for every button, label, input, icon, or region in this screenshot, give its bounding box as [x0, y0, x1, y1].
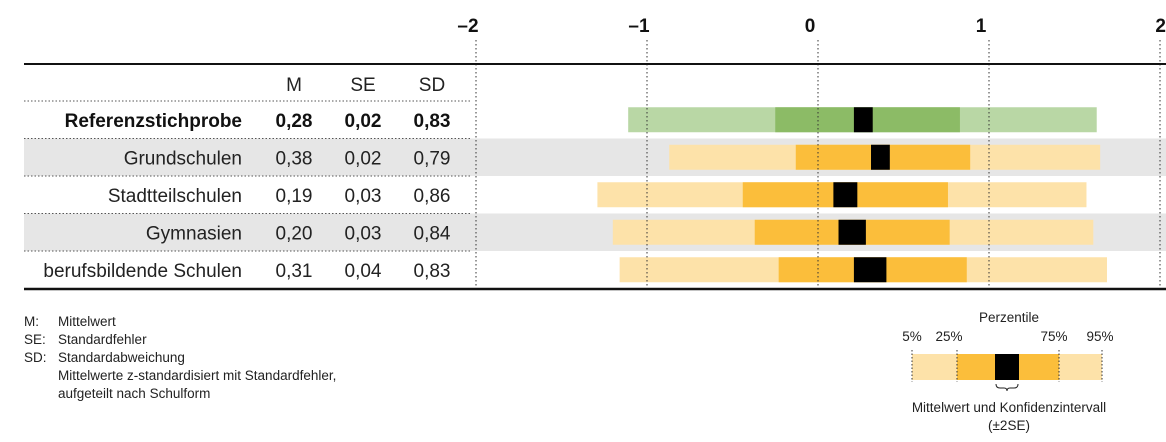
legend-desc: Standardfehler [58, 332, 147, 347]
mean-confidence-interval [853, 257, 887, 283]
key-label-75: 75% [1040, 329, 1067, 344]
cell-mean: 0,38 [276, 148, 313, 169]
cell-sd: 0,83 [414, 111, 451, 132]
key-label-25: 25% [935, 329, 962, 344]
legend-desc: Standardabweichung [58, 350, 185, 365]
x-tick-label: –2 [457, 16, 478, 37]
key-caption-line-1: Mittelwert und Konfidenzintervall [912, 400, 1106, 415]
legend-row-sd: SD: Standardabweichung [24, 349, 336, 367]
x-tick-label: 0 [805, 16, 816, 37]
note-line-2: aufgeteilt nach Schulform [58, 386, 211, 401]
key-title: Perzentile [979, 310, 1039, 325]
x-tick-label: –1 [628, 16, 650, 37]
key-caption-line-2: (±2SE) [988, 418, 1030, 433]
cell-se: 0,04 [345, 261, 382, 282]
row-label: Stadtteilschulen [108, 186, 242, 207]
note-line-1: Mittelwerte z-standardisiert mit Standar… [58, 368, 337, 383]
row-label: berufsbildende Schulen [43, 261, 242, 282]
legend-row-se: SE: Standardfehler [24, 331, 336, 349]
row-label: Grundschulen [124, 148, 242, 169]
cell-sd: 0,83 [414, 261, 451, 282]
cell-sd: 0,86 [414, 186, 451, 207]
legend-desc: Mittelwert [58, 314, 116, 329]
key-confidence-interval [995, 354, 1019, 380]
key-label-5: 5% [902, 329, 922, 344]
mean-confidence-interval [871, 144, 890, 170]
key-brace [995, 383, 1019, 392]
key-label-95: 95% [1086, 329, 1113, 344]
cell-sd: 0,84 [414, 223, 451, 244]
mean-confidence-interval [853, 107, 873, 133]
cell-mean: 0,20 [276, 223, 313, 244]
cell-sd: 0,79 [414, 148, 451, 169]
row-label: Gymnasien [146, 223, 242, 244]
cell-se: 0,02 [345, 111, 382, 132]
row-label: Referenzstichprobe [65, 111, 242, 132]
x-tick-label: 2 [1155, 16, 1166, 37]
legend-abbr: M: [24, 314, 39, 329]
cell-mean: 0,19 [276, 186, 313, 207]
cell-mean: 0,28 [276, 111, 313, 132]
x-tick-label: 1 [976, 16, 987, 37]
legend-abbr: SD: [24, 350, 47, 365]
cell-se: 0,02 [345, 148, 382, 169]
abbreviation-legend: M: Mittelwert SE: Standardfehler SD: Sta… [24, 313, 336, 403]
column-header-sd: SD [419, 75, 445, 96]
cell-se: 0,03 [345, 223, 382, 244]
legend-abbr: SE: [24, 332, 46, 347]
mean-confidence-interval [833, 182, 858, 208]
column-header-m: M [286, 75, 302, 96]
legend-row-m: M: Mittelwert [24, 313, 336, 331]
cell-se: 0,03 [345, 186, 382, 207]
column-header-se: SE [350, 75, 375, 96]
cell-mean: 0,31 [276, 261, 313, 282]
mean-confidence-interval [838, 219, 866, 245]
